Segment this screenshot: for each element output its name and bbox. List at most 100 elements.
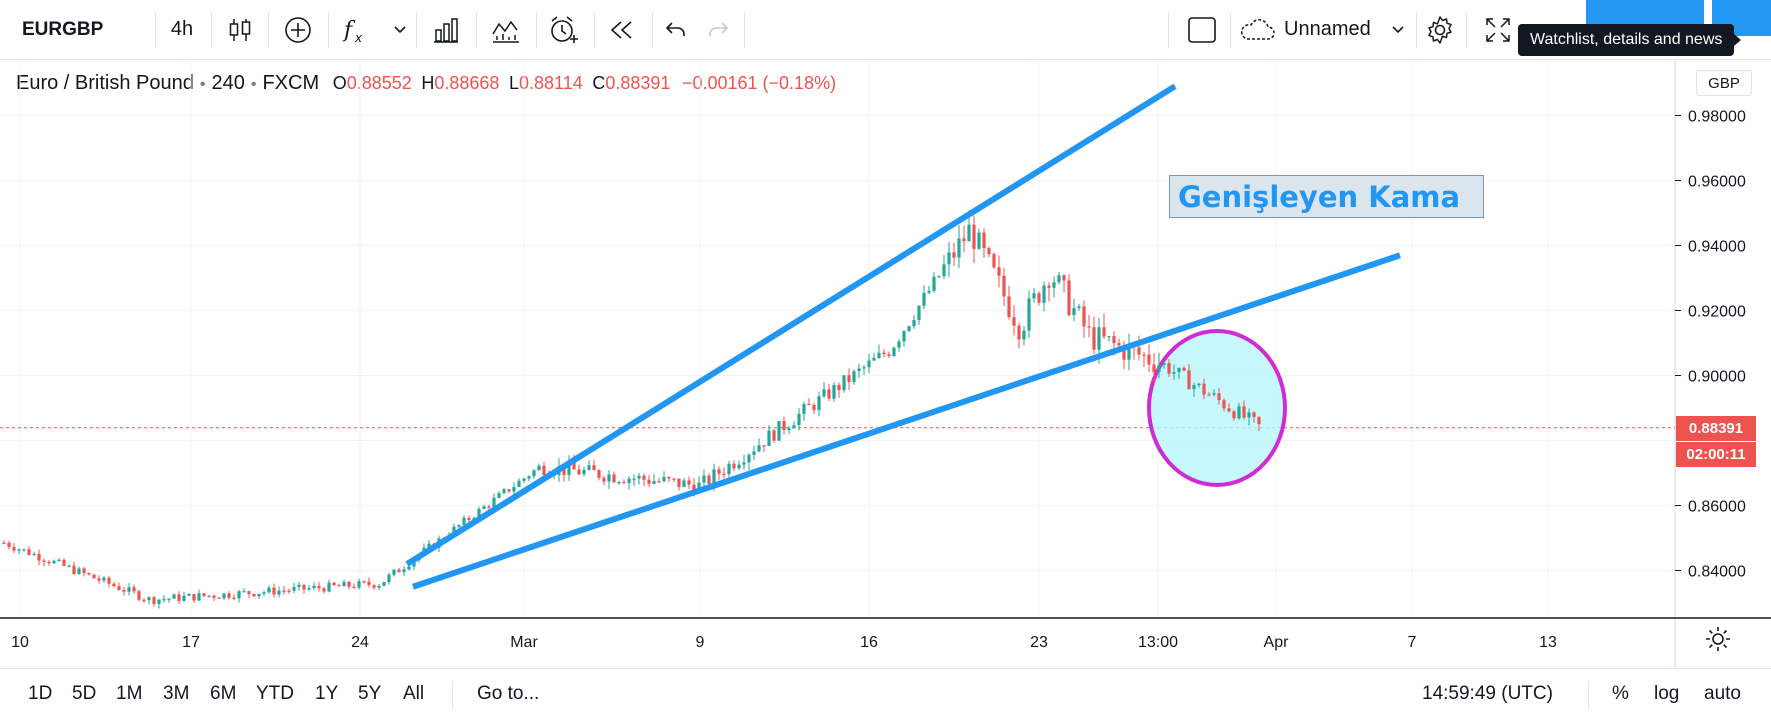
candle-up: [1077, 306, 1081, 309]
candle-up: [632, 478, 636, 480]
candle-down: [572, 461, 576, 470]
candle-up: [877, 352, 881, 358]
candle-down: [1257, 416, 1261, 425]
compare-add-icon[interactable]: [278, 0, 318, 59]
chevron-down-icon[interactable]: [390, 0, 410, 59]
range-1y[interactable]: 1Y: [315, 683, 339, 704]
high-label: H: [421, 73, 435, 93]
range-ytd[interactable]: YTD: [256, 683, 294, 704]
candle-up: [462, 517, 466, 525]
candle-up: [527, 476, 531, 479]
candle-up: [912, 320, 916, 327]
candle-up: [382, 582, 386, 586]
candle-down: [837, 384, 841, 391]
chart-settings-gear-icon[interactable]: [1703, 624, 1733, 654]
templates-icon[interactable]: [486, 0, 526, 59]
layout-name-button[interactable]: Unnamed: [1238, 0, 1410, 59]
candles-icon[interactable]: [222, 0, 258, 59]
candle-down: [887, 354, 891, 356]
range-all[interactable]: All: [403, 683, 425, 704]
candle-up: [967, 224, 971, 242]
undo-icon[interactable]: [658, 0, 694, 59]
interval-button[interactable]: 4h: [170, 18, 194, 40]
time-tick-label: 13:00: [1138, 634, 1178, 651]
candle-up: [1107, 336, 1111, 338]
candle-up: [892, 347, 896, 356]
redo-icon[interactable]: [700, 0, 736, 59]
candle-up: [1177, 367, 1181, 373]
alert-icon[interactable]: [544, 0, 584, 59]
price-tick-label: 0.84000: [1688, 564, 1746, 581]
candle-up: [277, 590, 281, 595]
log-toggle[interactable]: log: [1654, 683, 1680, 704]
candle-down: [507, 489, 511, 492]
candle-down: [97, 578, 101, 581]
candle-down: [1167, 363, 1171, 374]
open-value: 0.88552: [346, 73, 412, 93]
candle-up: [412, 560, 416, 567]
time-tick-label: 17: [182, 634, 200, 651]
candle-down: [782, 421, 786, 431]
lower-trendline[interactable]: [412, 252, 1401, 590]
candle-up: [867, 360, 871, 368]
financials-icon[interactable]: [426, 0, 466, 59]
candle-up: [627, 478, 631, 484]
candle-up: [607, 474, 611, 482]
price-chart[interactable]: 0.98000 0.96000 0.94000 0.92000 0.90000 0.860…: [0, 60, 1771, 668]
goto-button[interactable]: Go to...: [477, 683, 540, 704]
candle-down: [287, 590, 291, 592]
candle-down: [807, 403, 811, 406]
symbol-search-button[interactable]: EURGBP: [22, 18, 104, 40]
percent-toggle[interactable]: %: [1612, 683, 1629, 704]
candle-down: [612, 474, 616, 483]
close-value: 0.88391: [605, 73, 671, 93]
divider: [416, 12, 417, 48]
divider: [1588, 681, 1589, 709]
candle-down: [397, 569, 401, 573]
svg-text:f: f: [342, 18, 356, 43]
currency-label[interactable]: GBP: [1696, 70, 1752, 96]
fullscreen-icon[interactable]: [1478, 0, 1518, 59]
candle-down: [332, 582, 336, 586]
candle-down: [592, 465, 596, 471]
auto-toggle[interactable]: auto: [1704, 683, 1741, 704]
candle-down: [577, 469, 581, 475]
high-value: 0.88668: [434, 73, 500, 93]
candle-down: [117, 586, 121, 591]
price-tick-label: 0.96000: [1688, 174, 1746, 191]
upper-trendline[interactable]: [405, 83, 1177, 567]
candle-up: [857, 368, 861, 372]
candle-down: [597, 470, 601, 478]
candle-up: [357, 581, 361, 588]
candle-up: [407, 566, 411, 570]
candle-up: [167, 598, 171, 600]
candle-up: [292, 586, 296, 591]
pattern-annotation[interactable]: Genişleyen Kama: [1169, 175, 1484, 218]
candle-down: [1062, 275, 1066, 281]
candle-down: [152, 597, 156, 604]
highlight-circle: [1147, 329, 1287, 487]
candle-down: [1227, 408, 1231, 412]
utc-clock[interactable]: 14:59:49 (UTC): [1422, 683, 1553, 704]
settings-gear-icon[interactable]: [1422, 0, 1458, 59]
select-box-icon[interactable]: [1180, 0, 1224, 59]
range-5d[interactable]: 5D: [72, 683, 97, 704]
replay-icon[interactable]: [602, 0, 642, 59]
separator-dot: •: [250, 76, 257, 93]
candle-up: [1172, 372, 1176, 374]
candle-down: [847, 375, 851, 382]
candle-up: [737, 464, 741, 469]
candle-up: [767, 430, 771, 446]
range-3m[interactable]: 3M: [163, 683, 190, 704]
time-tick-label: Apr: [1264, 634, 1290, 651]
range-6m[interactable]: 6M: [210, 683, 237, 704]
candle-down: [467, 517, 471, 520]
range-1d[interactable]: 1D: [28, 683, 53, 704]
range-1m[interactable]: 1M: [116, 683, 143, 704]
candle-down: [657, 481, 661, 483]
candle-down: [42, 560, 46, 562]
candle-down: [692, 484, 696, 494]
chevron-down-icon: [1392, 25, 1404, 33]
range-5y[interactable]: 5Y: [358, 683, 382, 704]
